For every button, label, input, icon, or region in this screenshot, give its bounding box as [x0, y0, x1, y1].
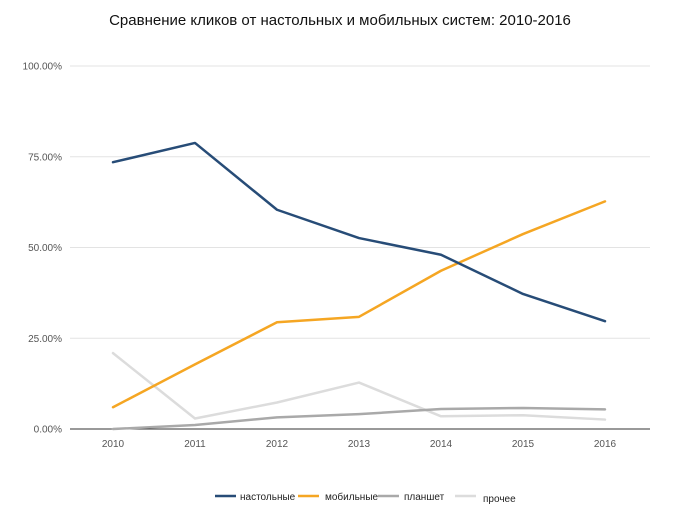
y-tick-label: 100.00%	[23, 62, 63, 73]
x-tick-label: 2010	[102, 439, 125, 450]
legend: настольные мобильные планшет прочее	[215, 491, 516, 505]
x-axis-ticks: 2010 2011 2012 2013 2014 2015 2016	[102, 439, 617, 450]
y-tick-label: 25.00%	[28, 334, 62, 345]
x-tick-label: 2011	[184, 439, 206, 450]
x-tick-label: 2014	[430, 439, 453, 450]
legend-label: планшет	[404, 492, 445, 503]
series-line	[111, 200, 607, 409]
x-tick-label: 2015	[512, 439, 535, 450]
series-lines	[111, 141, 607, 431]
y-axis-ticks: 0.00% 25.00% 50.00% 75.00% 100.00%	[23, 62, 63, 436]
series-line	[111, 351, 607, 421]
chart-title: Сравнение кликов от настольных и мобильн…	[109, 12, 571, 29]
legend-label: прочее	[483, 494, 516, 505]
x-tick-label: 2012	[266, 439, 289, 450]
x-tick-label: 2016	[594, 439, 617, 450]
y-tick-label: 0.00%	[34, 425, 62, 436]
x-tick-label: 2013	[348, 439, 371, 450]
y-tick-label: 50.00%	[28, 243, 62, 254]
grid-lines	[70, 65, 650, 339]
series-line	[111, 406, 607, 431]
legend-label: настольные	[240, 492, 296, 503]
series-line	[111, 141, 607, 323]
y-tick-label: 75.00%	[28, 152, 62, 163]
legend-label: мобильные	[325, 491, 379, 503]
